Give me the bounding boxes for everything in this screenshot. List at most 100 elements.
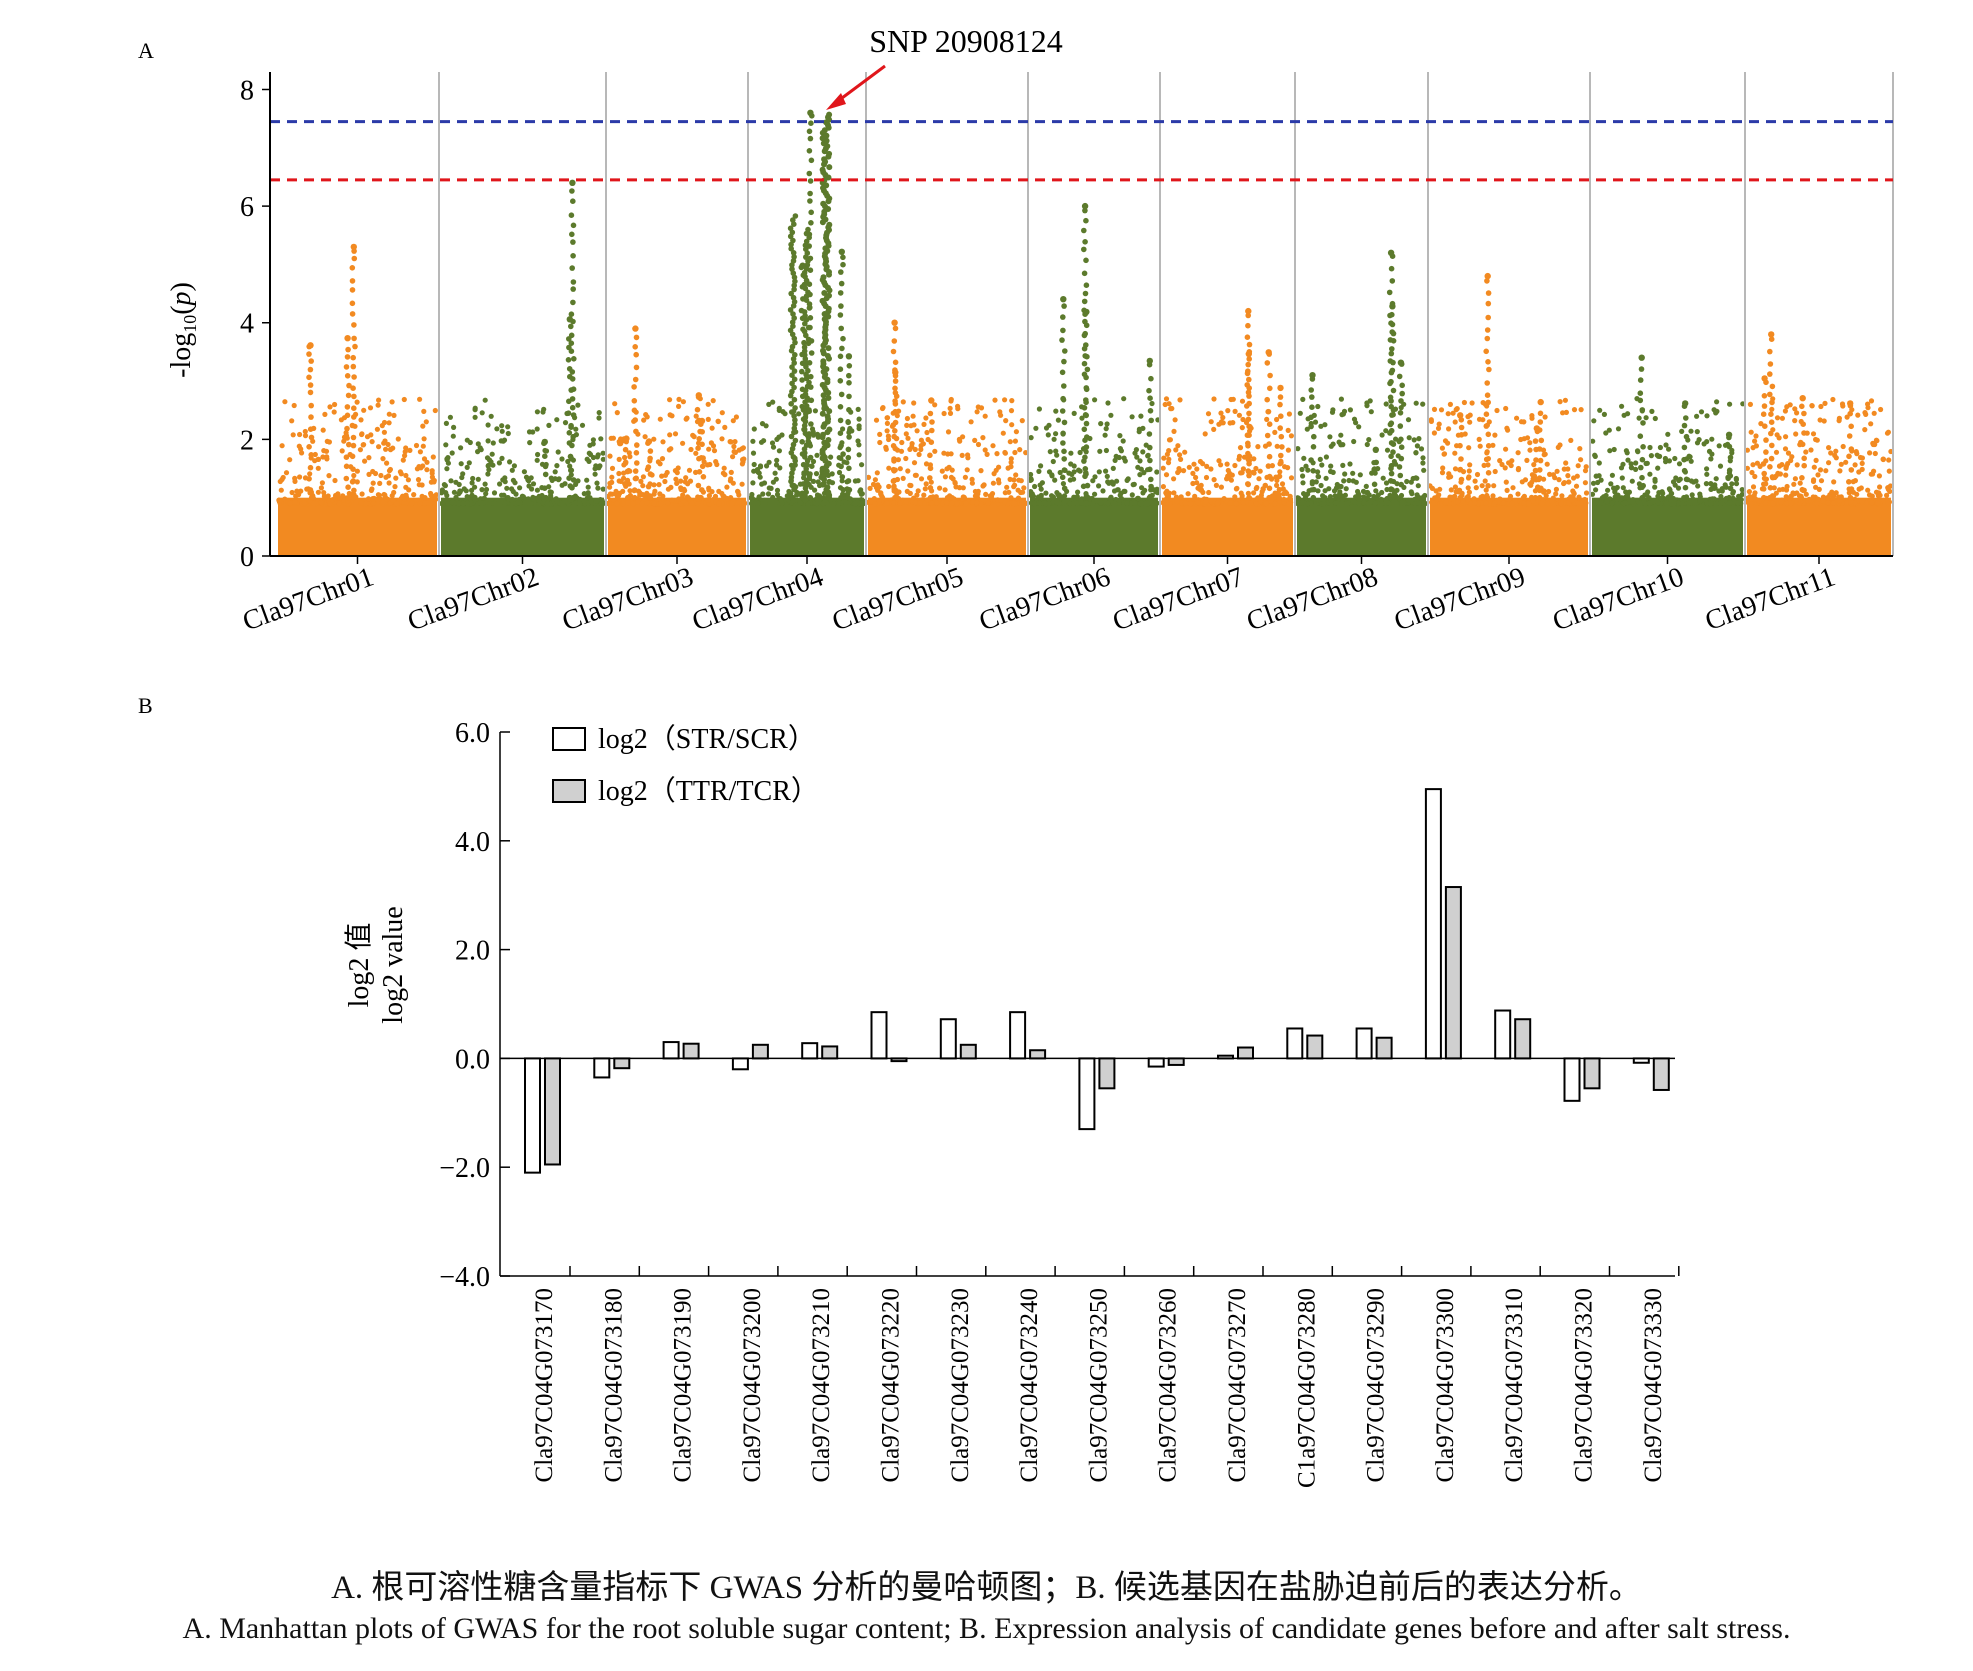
snp-point xyxy=(750,450,757,456)
snp-point xyxy=(1782,446,1789,452)
snp-point xyxy=(802,497,808,503)
snp-point xyxy=(942,474,949,480)
snp-point xyxy=(956,485,963,491)
snp-point xyxy=(451,424,457,430)
snp-point xyxy=(1046,469,1053,475)
snp-point xyxy=(1761,494,1767,501)
snp-point xyxy=(387,466,393,473)
snp-point xyxy=(825,395,832,401)
point-band-Cla97Chr06 xyxy=(1030,497,1158,556)
snp-point xyxy=(1536,446,1543,452)
snp-point xyxy=(541,485,548,492)
snp-point xyxy=(1355,488,1361,495)
snp-point xyxy=(1619,403,1625,409)
snp-point xyxy=(730,454,736,460)
snp-point xyxy=(501,437,508,443)
snp-point xyxy=(1278,433,1285,440)
snp-point xyxy=(1083,342,1089,348)
x-tick-label-Cla97Chr01: Cla97Chr01 xyxy=(239,561,378,637)
snp-point xyxy=(345,494,352,501)
snp-point xyxy=(898,448,905,454)
snp-point xyxy=(1601,411,1607,417)
snp-point xyxy=(1288,433,1294,439)
snp-point xyxy=(1177,397,1183,403)
snp-point xyxy=(1146,387,1152,394)
snp-point xyxy=(1083,308,1090,316)
snp-point xyxy=(1582,468,1589,474)
snp-point xyxy=(1117,433,1123,439)
snp-point xyxy=(1761,470,1767,477)
snp-point xyxy=(1769,406,1775,412)
snp-point xyxy=(673,476,679,482)
snp-point xyxy=(1571,475,1577,481)
snp-point xyxy=(1430,500,1437,506)
snp-point xyxy=(1847,410,1853,417)
snp-point xyxy=(1246,393,1252,399)
snp-point xyxy=(668,446,674,452)
snp-point xyxy=(1145,453,1151,459)
snp-point xyxy=(502,479,508,485)
snp-point xyxy=(1492,468,1498,475)
snp-point xyxy=(362,458,368,464)
snp-point xyxy=(1161,455,1167,461)
snp-point xyxy=(1227,500,1233,506)
snp-point xyxy=(1272,429,1278,435)
snp-point xyxy=(810,478,817,484)
snp-point xyxy=(1829,489,1835,495)
snp-point xyxy=(1246,356,1252,362)
snp-point xyxy=(1148,417,1154,424)
snp-point xyxy=(642,434,648,440)
snp-point xyxy=(789,343,796,350)
snp-point xyxy=(1689,498,1695,504)
snp-point xyxy=(1097,448,1103,454)
snp-point xyxy=(1389,346,1395,352)
snp-point xyxy=(1547,471,1553,477)
snp-point xyxy=(381,440,387,446)
chromosome-points-Cla97Chr08 xyxy=(1294,249,1428,556)
legend-label-2: log2（TTR/TCR） xyxy=(598,775,819,807)
snp-point xyxy=(1103,447,1109,454)
snp-point xyxy=(308,434,315,441)
snp-point xyxy=(914,492,920,498)
snp-point xyxy=(1256,476,1262,482)
snp-point xyxy=(1665,431,1671,437)
snp-point xyxy=(965,452,971,458)
point-band-Cla97Chr09 xyxy=(1430,497,1588,556)
snp-point xyxy=(1036,468,1042,474)
snp-point xyxy=(903,455,909,462)
snp-point xyxy=(1266,494,1272,501)
snp-point xyxy=(1388,420,1395,427)
snp-point xyxy=(915,488,921,494)
snp-point xyxy=(349,311,356,317)
snp-point xyxy=(1399,390,1405,397)
snp-point xyxy=(1821,418,1827,424)
snp-point xyxy=(1837,468,1843,474)
snp-point xyxy=(1276,473,1283,480)
snp-point xyxy=(1318,423,1324,429)
snp-point xyxy=(1783,465,1789,471)
snp-point xyxy=(806,473,813,480)
snp-point xyxy=(1799,475,1805,481)
snp-point xyxy=(1472,478,1478,484)
snp-point xyxy=(566,336,572,342)
snp-point xyxy=(1652,478,1658,484)
snp-point xyxy=(641,496,648,502)
snp-point xyxy=(839,345,845,352)
snp-point xyxy=(307,487,314,493)
snp-point xyxy=(1485,359,1491,365)
snp-point xyxy=(1490,442,1496,448)
snp-point xyxy=(838,455,844,461)
snp-point xyxy=(790,250,797,256)
snp-point xyxy=(1799,395,1806,402)
snp-point xyxy=(1509,500,1515,507)
snp-point xyxy=(1138,413,1144,419)
snp-point xyxy=(837,290,844,296)
snp-point xyxy=(449,499,455,505)
snp-point xyxy=(790,294,797,301)
snp-point xyxy=(948,451,954,457)
snp-point xyxy=(1203,499,1209,505)
snp-point xyxy=(1341,478,1347,484)
snp-point xyxy=(1078,500,1084,506)
snp-point xyxy=(1398,436,1404,443)
